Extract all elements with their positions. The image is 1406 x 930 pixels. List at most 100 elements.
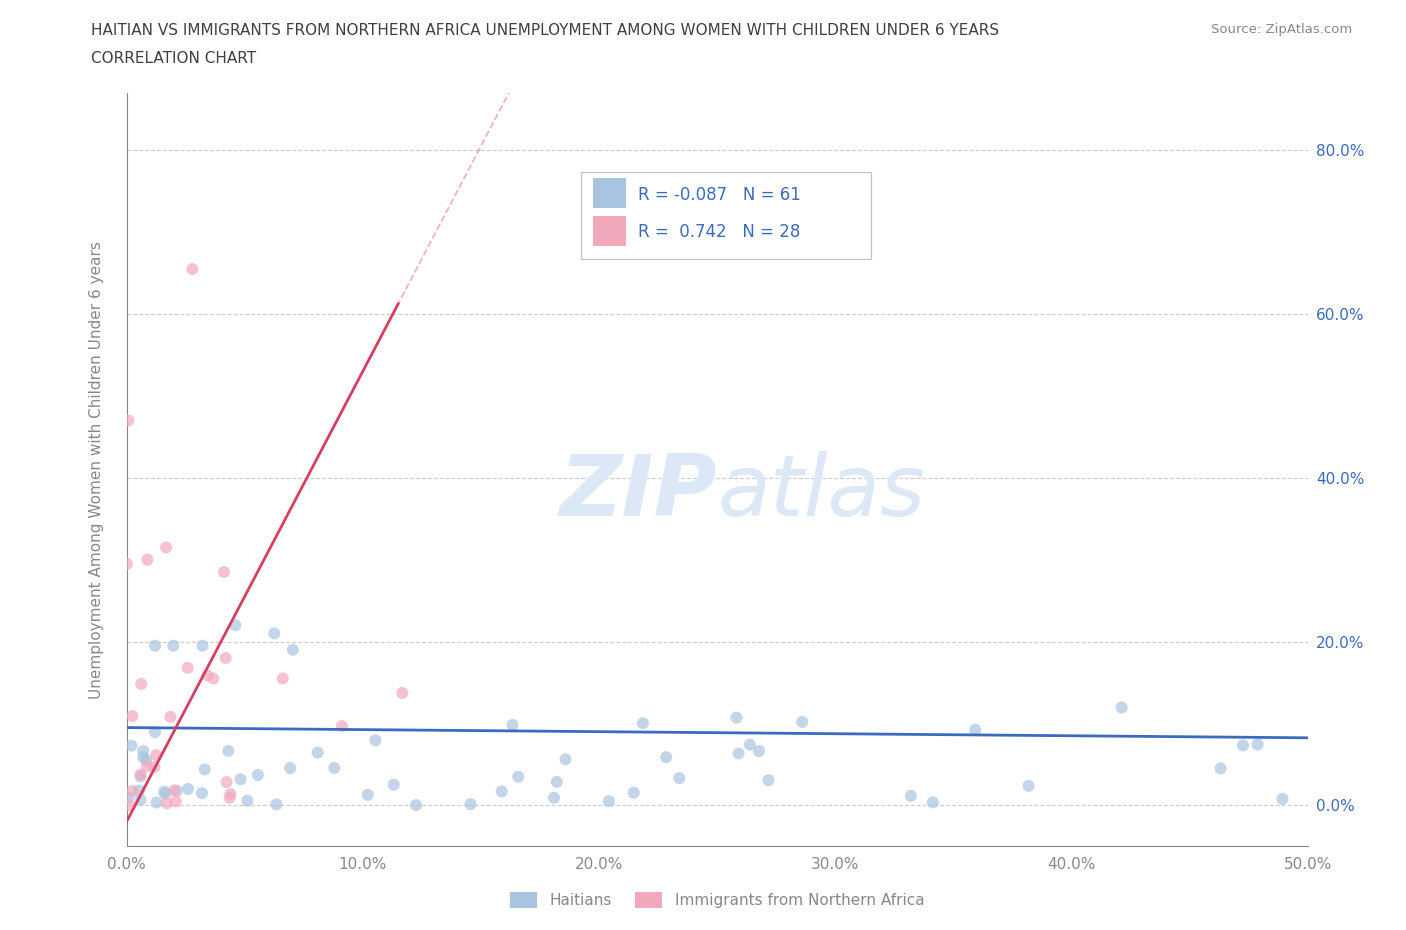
Point — [143, 760, 166, 775]
Point — [128, 783, 150, 798]
Point — [159, 710, 181, 724]
Point — [391, 685, 413, 700]
Point — [191, 786, 214, 801]
Point — [738, 737, 761, 752]
Point — [162, 638, 184, 653]
Point — [792, 714, 814, 729]
Text: ZIP: ZIP — [560, 451, 717, 534]
Point — [212, 565, 235, 579]
Point — [1209, 761, 1232, 776]
Point — [281, 643, 304, 658]
Bar — [593, 179, 626, 208]
Point — [176, 660, 198, 675]
Point — [266, 797, 288, 812]
Point — [131, 676, 153, 691]
Point — [623, 785, 645, 800]
Point — [132, 744, 155, 759]
Point — [191, 638, 214, 653]
Point — [219, 787, 242, 802]
Point — [727, 746, 749, 761]
Point — [136, 552, 159, 567]
Point — [135, 752, 157, 767]
Text: R = -0.087   N = 61: R = -0.087 N = 61 — [638, 186, 801, 204]
Point — [748, 744, 770, 759]
Point — [153, 784, 176, 799]
Point — [598, 793, 620, 808]
Text: R =  0.742   N = 28: R = 0.742 N = 28 — [638, 223, 800, 241]
Point — [1111, 700, 1133, 715]
Point — [1271, 791, 1294, 806]
Point — [165, 794, 187, 809]
Point — [668, 771, 690, 786]
Point — [357, 788, 380, 803]
Point — [115, 556, 138, 571]
Point — [117, 413, 139, 428]
Point — [136, 759, 159, 774]
Point — [1232, 737, 1254, 752]
Point — [271, 671, 294, 686]
FancyBboxPatch shape — [581, 172, 870, 259]
Point — [166, 783, 188, 798]
Point — [145, 748, 167, 763]
Point — [1246, 737, 1268, 752]
Point — [214, 651, 236, 666]
Point — [460, 797, 482, 812]
Point — [224, 618, 246, 632]
Point — [508, 769, 530, 784]
Point — [364, 733, 387, 748]
Point — [143, 638, 166, 653]
Y-axis label: Unemployment Among Women with Children Under 6 years: Unemployment Among Women with Children U… — [90, 241, 104, 698]
Point — [145, 795, 167, 810]
Point — [155, 786, 177, 801]
Point — [177, 781, 200, 796]
Point — [132, 750, 155, 764]
Point — [307, 745, 329, 760]
Point — [382, 777, 405, 792]
Point — [246, 767, 269, 782]
Point — [900, 789, 922, 804]
Point — [121, 738, 143, 753]
Point — [263, 626, 285, 641]
Point — [163, 783, 186, 798]
Point — [118, 798, 141, 813]
Point — [181, 261, 204, 276]
Point — [491, 784, 513, 799]
Point — [323, 761, 346, 776]
Point — [129, 769, 152, 784]
Point — [236, 793, 259, 808]
Text: Source: ZipAtlas.com: Source: ZipAtlas.com — [1212, 23, 1353, 36]
Point — [554, 751, 576, 766]
Bar — [593, 216, 626, 246]
Point — [217, 743, 239, 758]
Point — [218, 790, 240, 805]
Point — [215, 775, 238, 790]
Point — [143, 724, 166, 739]
Point — [121, 784, 143, 799]
Point — [129, 767, 152, 782]
Legend: Haitians, Immigrants from Northern Africa: Haitians, Immigrants from Northern Afric… — [503, 885, 931, 914]
Point — [965, 723, 987, 737]
Text: HAITIAN VS IMMIGRANTS FROM NORTHERN AFRICA UNEMPLOYMENT AMONG WOMEN WITH CHILDRE: HAITIAN VS IMMIGRANTS FROM NORTHERN AFRI… — [91, 23, 1000, 38]
Point — [117, 790, 139, 804]
Point — [1018, 778, 1040, 793]
Point — [129, 792, 152, 807]
Point — [202, 671, 225, 686]
Point — [229, 772, 252, 787]
Point — [278, 761, 301, 776]
Point — [921, 795, 943, 810]
Point — [546, 775, 568, 790]
Point — [405, 798, 427, 813]
Point — [156, 796, 179, 811]
Text: atlas: atlas — [717, 451, 925, 534]
Point — [155, 540, 177, 555]
Point — [631, 716, 654, 731]
Point — [194, 762, 217, 777]
Point — [655, 750, 678, 764]
Point — [725, 711, 748, 725]
Point — [543, 790, 565, 805]
Point — [330, 719, 353, 734]
Point — [197, 668, 219, 683]
Point — [121, 709, 143, 724]
Text: CORRELATION CHART: CORRELATION CHART — [91, 51, 256, 66]
Point — [502, 718, 524, 733]
